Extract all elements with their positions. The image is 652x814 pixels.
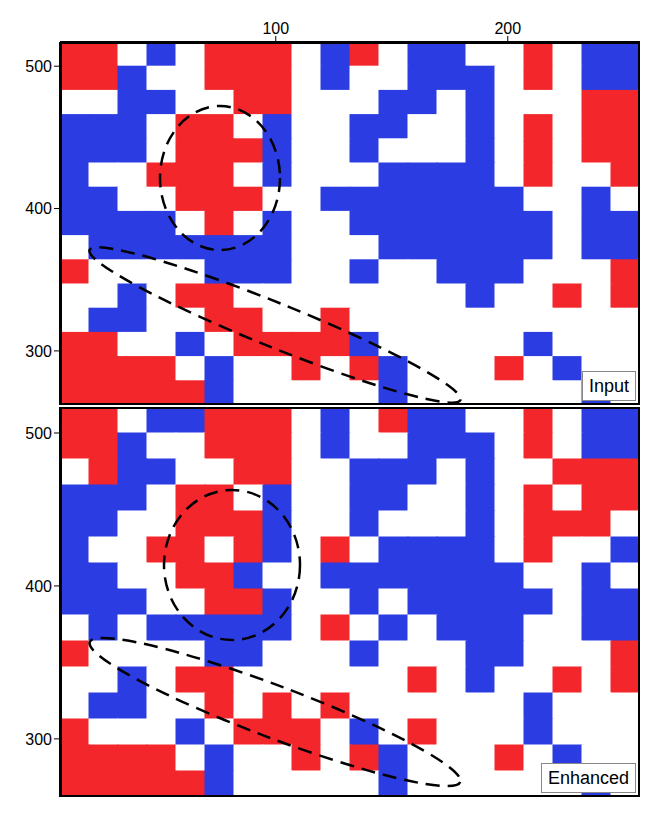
svg-text:300: 300	[25, 731, 52, 748]
html-text:Enhanced: Enhanced	[547, 768, 629, 788]
svg-text:500: 500	[25, 58, 52, 75]
svg-text:200: 200	[494, 20, 521, 37]
html-text:Input: Input	[589, 376, 629, 396]
svg-text:400: 400	[25, 200, 52, 217]
svg-text:300: 300	[25, 343, 52, 360]
svg-text:100: 100	[262, 20, 289, 37]
svg-text:500: 500	[25, 425, 52, 442]
svg-text:400: 400	[25, 578, 52, 595]
